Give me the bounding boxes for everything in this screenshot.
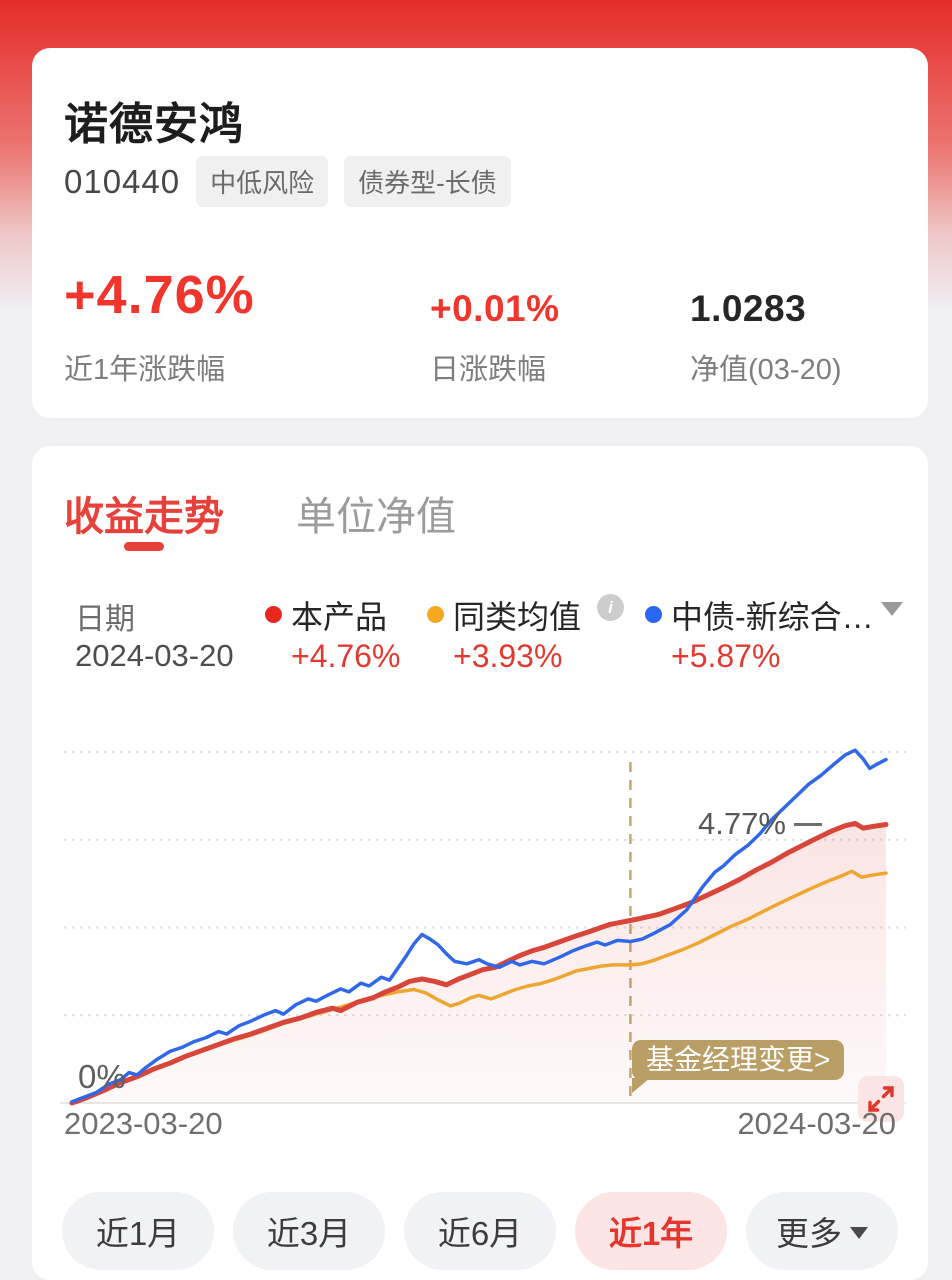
expand-arrows-icon <box>868 1086 894 1112</box>
fund-type-tag: 债券型-长债 <box>344 156 511 207</box>
legend-benchmark-name: 中债-新综合… <box>671 599 874 635</box>
product-dot-icon <box>265 606 282 623</box>
chart-tabs: 收益走势 单位净值 <box>64 484 456 542</box>
period-more-button[interactable]: 更多 <box>746 1192 898 1270</box>
expand-chart-button[interactable] <box>858 1076 904 1122</box>
benchmark-dot-icon <box>645 606 662 623</box>
legend-date-label: 日期 <box>75 603 135 636</box>
tab-unit-nav[interactable]: 单位净值 <box>296 495 456 539</box>
legend-benchmark-value: +5.87% <box>671 638 781 674</box>
legend-date-value: 2024-03-20 <box>75 638 234 673</box>
active-tab-underline <box>124 542 164 551</box>
benchmark-caret-down-icon[interactable] <box>881 602 903 616</box>
stat-daily-change-label: 日涨跌幅 <box>430 354 547 386</box>
performance-chart[interactable]: 0% 4.77% 基金经理变更> <box>60 740 910 1122</box>
period-6m-button[interactable]: 近6月 <box>404 1192 556 1270</box>
fund-summary-card: 诺德安鸿 010440 中低风险 债券型-长债 +4.76% 近1年涨跌幅 +0… <box>32 48 928 418</box>
more-caret-down-icon <box>850 1227 868 1239</box>
risk-level-tag: 中低风险 <box>196 156 329 207</box>
fund-name: 诺德安鸿 <box>64 100 244 149</box>
tab-yield-trend[interactable]: 收益走势 <box>64 495 224 539</box>
current-return-annotation: 4.77% <box>698 806 822 842</box>
x-axis-labels: 2023-03-20 2024-03-20 <box>64 1106 896 1142</box>
fund-code-row: 010440 中低风险 债券型-长债 <box>64 156 511 207</box>
period-1m-button[interactable]: 近1月 <box>62 1192 214 1270</box>
stat-nav-value: 1.0283 <box>690 288 807 329</box>
annotation-dash-icon <box>793 822 822 826</box>
legend-product-name: 本产品 <box>291 599 388 635</box>
x-axis-end-label: 2024-03-20 <box>737 1106 896 1141</box>
legend-product-value: +4.76% <box>291 638 401 674</box>
stat-1y-return-value: +4.76% <box>64 265 255 325</box>
info-icon[interactable]: i <box>597 594 624 621</box>
zero-percent-label: 0% <box>78 1058 126 1095</box>
stat-daily-change-value: +0.01% <box>430 288 560 329</box>
legend-category-avg-value: +3.93% <box>453 638 563 674</box>
annotation-value: 4.77% <box>698 806 786 841</box>
period-selector: 近1月 近3月 近6月 近1年 更多 <box>62 1192 898 1270</box>
period-3m-button[interactable]: 近3月 <box>233 1192 385 1270</box>
legend-category-avg-name: 同类均值 <box>453 599 582 635</box>
stat-1y-return-label: 近1年涨跌幅 <box>64 354 226 386</box>
chart-canvas[interactable] <box>60 740 910 1120</box>
fund-code: 010440 <box>64 162 181 200</box>
performance-card: 收益走势 单位净值 日期 2024-03-20 本产品 +4.76% 同类均值 … <box>32 446 928 1280</box>
chart-legend: 日期 2024-03-20 本产品 +4.76% 同类均值 i +3.93% 中… <box>32 592 928 682</box>
period-1y-button[interactable]: 近1年 <box>575 1192 727 1270</box>
x-axis-start-label: 2023-03-20 <box>64 1106 223 1141</box>
stat-nav-label: 净值(03-20) <box>690 354 842 386</box>
category-avg-dot-icon <box>427 606 444 623</box>
manager-change-badge[interactable]: 基金经理变更> <box>632 1040 845 1080</box>
